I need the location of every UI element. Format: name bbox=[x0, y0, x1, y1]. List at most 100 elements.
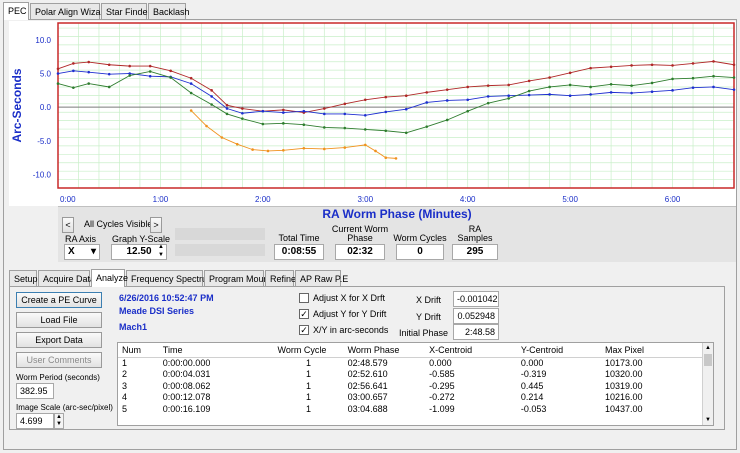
column-header[interactable]: X-Centroid bbox=[425, 343, 517, 358]
table-row[interactable]: 1 0:00:00.000 1 02:48.579 0.000 0.000 10173.00 bbox=[118, 358, 703, 370]
adjust-x-label: Adjust X for X Drft bbox=[313, 293, 386, 303]
worm-phase-label: Current Worm Phase bbox=[331, 224, 389, 243]
adjust-y-label: Adjust Y for Y Drift bbox=[313, 309, 387, 319]
tab-setup[interactable]: Setup bbox=[9, 270, 38, 286]
adjust-y-checkbox[interactable]: ✓ bbox=[299, 309, 309, 319]
column-header[interactable]: Max Pixel bbox=[601, 343, 703, 358]
x-tick-label: 4:00 bbox=[460, 195, 476, 204]
spinner-icon[interactable]: ▲ ▼ bbox=[158, 244, 164, 258]
scroll-thumb[interactable] bbox=[704, 354, 712, 366]
data-point bbox=[671, 64, 674, 67]
mount-name: Mach1 bbox=[119, 322, 148, 332]
table-cell: -0.272 bbox=[429, 392, 455, 403]
data-point bbox=[261, 122, 265, 126]
xy-arc-seconds-checkbox[interactable]: ✓ bbox=[299, 325, 309, 335]
tab-star-finder[interactable]: Star Finder bbox=[101, 3, 151, 19]
tab-ap-raw-pe[interactable]: AP Raw P.E bbox=[295, 270, 348, 286]
column-header[interactable]: Worm Cycle bbox=[273, 343, 344, 358]
table-cell: 0.214 bbox=[520, 392, 544, 403]
data-point bbox=[732, 88, 736, 91]
data-point bbox=[225, 103, 229, 107]
table-row[interactable]: 2 0:00:04.031 1 02:52.610 -0.585 -0.319 10320.… bbox=[118, 369, 703, 381]
image-scale-input[interactable]: 4.699 bbox=[16, 413, 54, 429]
tab-acquire-data[interactable]: Acquire Data bbox=[38, 270, 95, 286]
graph-y-scale-input[interactable]: 12.50 ▲ ▼ bbox=[111, 244, 167, 260]
x-drift-label: X Drift bbox=[416, 295, 442, 305]
column-header[interactable]: Num bbox=[118, 343, 159, 358]
data-point bbox=[466, 109, 469, 113]
ra-axis-select[interactable]: X ▾ bbox=[64, 244, 100, 260]
tab-frequency-spectrum[interactable]: Frequency Spectrum bbox=[126, 270, 215, 286]
column-header[interactable]: Worm Phase bbox=[343, 343, 426, 358]
data-point bbox=[630, 91, 633, 95]
data-point bbox=[712, 60, 715, 63]
data-point bbox=[486, 95, 490, 98]
table-scrollbar[interactable]: ▲ ▼ bbox=[702, 343, 713, 425]
table-cell: 10437.00 bbox=[605, 403, 643, 414]
y-tick-label: -10.0 bbox=[33, 171, 52, 180]
plot-border bbox=[57, 22, 735, 189]
data-table[interactable]: Num Time Worm Cycle Worm Phase X-Centroid Y-C… bbox=[117, 342, 714, 426]
x-tick-label: 1:00 bbox=[153, 195, 169, 204]
data-point bbox=[671, 89, 674, 92]
data-point bbox=[128, 74, 131, 77]
table-row[interactable]: 4 0:00:12.078 1 03:00.657 -0.272 0.214 10216.0… bbox=[118, 392, 703, 404]
next-cycle-button[interactable]: > bbox=[150, 217, 162, 233]
table-cell: 2 bbox=[122, 369, 128, 380]
data-point bbox=[72, 86, 75, 89]
load-file-button[interactable]: Load File bbox=[16, 312, 102, 328]
data-point bbox=[251, 148, 254, 151]
tab-refine[interactable]: Refine bbox=[265, 270, 296, 286]
tab-program-mount[interactable]: Program Mount bbox=[204, 270, 271, 286]
tab-polar-align-wizard[interactable]: Polar Align Wizard bbox=[30, 3, 109, 19]
worm-cycles-label: Worm Cycles bbox=[393, 233, 447, 243]
table-cell: 0:00:08.062 bbox=[162, 380, 211, 391]
table-cell: 10173.00 bbox=[605, 358, 643, 368]
data-point bbox=[609, 65, 613, 69]
initial-phase-value: 2:48.58 bbox=[453, 324, 499, 340]
data-point bbox=[384, 156, 388, 159]
data-point bbox=[323, 126, 326, 129]
data-point bbox=[445, 88, 449, 91]
data-point bbox=[148, 74, 152, 78]
tab-backlash[interactable]: Backlash bbox=[148, 3, 190, 19]
data-point bbox=[732, 76, 736, 79]
column-header[interactable]: Y-Centroid bbox=[516, 343, 601, 358]
table-row[interactable]: 5 0:00:16.109 1 03:04.688 -1.099 -0.053 10437.… bbox=[118, 404, 703, 416]
data-point bbox=[384, 95, 388, 99]
camera-name: Meade DSI Series bbox=[119, 306, 195, 316]
data-point bbox=[691, 76, 695, 80]
data-point bbox=[87, 82, 91, 85]
x-drift-value: -0.001042 bbox=[453, 291, 499, 307]
tab-analyze[interactable]: Analyze bbox=[91, 269, 128, 287]
data-point bbox=[363, 113, 367, 117]
worm-period-input[interactable]: 382.95 bbox=[16, 383, 54, 399]
table-cell: 0.000 bbox=[429, 358, 452, 368]
table-cell: 1 bbox=[306, 380, 312, 391]
data-point bbox=[404, 107, 408, 111]
progress-placeholder-2 bbox=[175, 244, 265, 256]
data-point bbox=[445, 99, 449, 102]
image-scale-spinner-icon[interactable]: ▲ ▼ bbox=[54, 413, 64, 429]
prev-cycle-button[interactable]: < bbox=[62, 217, 74, 233]
column-header[interactable]: Time bbox=[158, 343, 274, 358]
data-point bbox=[343, 102, 347, 106]
data-point bbox=[394, 157, 398, 160]
create-pe-curve-button[interactable]: Create a PE Curve bbox=[16, 292, 102, 308]
export-data-button[interactable]: Export Data bbox=[16, 332, 102, 348]
scroll-down-icon[interactable]: ▼ bbox=[705, 417, 711, 423]
table-row[interactable]: 3 0:00:08.062 1 02:56.641 -0.295 0.445 10319.0… bbox=[118, 381, 703, 393]
data-point bbox=[87, 70, 91, 74]
user-comments-button[interactable]: User Comments bbox=[16, 352, 102, 368]
table-cell: 0:00:12.078 bbox=[162, 392, 211, 403]
scroll-up-icon[interactable]: ▲ bbox=[705, 345, 711, 351]
table-cell: 1 bbox=[306, 358, 312, 368]
table-cell: -0.585 bbox=[429, 369, 455, 380]
adjust-x-checkbox[interactable] bbox=[299, 293, 309, 303]
table-cell: 4 bbox=[122, 392, 128, 403]
table-cell: 0:00:04.031 bbox=[162, 369, 211, 380]
data-point bbox=[107, 72, 111, 76]
data-point bbox=[568, 71, 572, 75]
data-point bbox=[548, 76, 551, 79]
tab-pec[interactable]: PEC bbox=[3, 2, 29, 20]
